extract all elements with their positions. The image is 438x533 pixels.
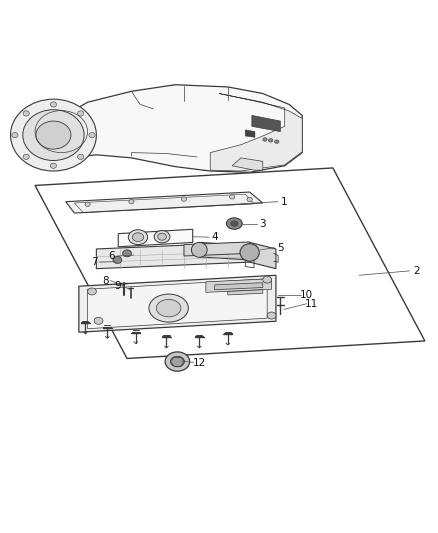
Ellipse shape	[247, 197, 252, 201]
Ellipse shape	[263, 138, 267, 141]
Ellipse shape	[12, 133, 18, 138]
Text: 5: 5	[277, 243, 284, 253]
Ellipse shape	[23, 154, 29, 159]
Text: 4: 4	[211, 232, 218, 242]
Ellipse shape	[23, 110, 84, 160]
Ellipse shape	[226, 218, 242, 229]
Text: 2: 2	[413, 266, 420, 276]
Polygon shape	[199, 243, 250, 260]
Polygon shape	[206, 279, 272, 292]
Ellipse shape	[275, 140, 279, 143]
Polygon shape	[44, 85, 302, 172]
Ellipse shape	[181, 197, 187, 201]
Ellipse shape	[78, 111, 84, 116]
Ellipse shape	[149, 294, 188, 322]
Ellipse shape	[165, 352, 190, 371]
Text: 10: 10	[300, 290, 313, 300]
Text: 9: 9	[114, 281, 121, 291]
Ellipse shape	[156, 300, 181, 317]
Ellipse shape	[170, 356, 184, 367]
Ellipse shape	[267, 312, 276, 319]
Ellipse shape	[11, 99, 96, 171]
Polygon shape	[96, 243, 250, 269]
Ellipse shape	[129, 199, 134, 204]
Ellipse shape	[154, 231, 170, 243]
Ellipse shape	[94, 317, 103, 324]
Ellipse shape	[240, 244, 259, 261]
Polygon shape	[250, 243, 276, 269]
Text: 12: 12	[193, 358, 206, 368]
Polygon shape	[245, 130, 255, 138]
Ellipse shape	[132, 233, 144, 241]
Polygon shape	[79, 275, 276, 332]
Polygon shape	[184, 242, 250, 256]
Ellipse shape	[113, 256, 122, 263]
Ellipse shape	[85, 202, 90, 206]
Ellipse shape	[50, 102, 57, 107]
Ellipse shape	[23, 111, 29, 116]
Text: 7: 7	[91, 257, 98, 267]
Ellipse shape	[263, 276, 272, 283]
Ellipse shape	[123, 250, 131, 257]
Ellipse shape	[128, 230, 148, 245]
Polygon shape	[118, 229, 193, 247]
Polygon shape	[215, 282, 263, 290]
Polygon shape	[252, 115, 280, 132]
Text: 1: 1	[280, 197, 287, 207]
Ellipse shape	[50, 163, 57, 168]
Ellipse shape	[78, 154, 84, 159]
Text: 6: 6	[108, 251, 115, 261]
Polygon shape	[210, 93, 302, 171]
Ellipse shape	[89, 133, 95, 138]
Ellipse shape	[231, 221, 238, 226]
Text: 11: 11	[304, 298, 318, 309]
Polygon shape	[228, 290, 263, 295]
Ellipse shape	[191, 243, 207, 257]
Ellipse shape	[230, 195, 235, 199]
Ellipse shape	[268, 139, 273, 142]
Ellipse shape	[88, 288, 96, 295]
Polygon shape	[88, 279, 267, 329]
Ellipse shape	[158, 233, 166, 240]
Polygon shape	[232, 158, 263, 170]
Text: 3: 3	[259, 220, 266, 229]
Text: 8: 8	[102, 276, 109, 286]
Ellipse shape	[36, 121, 71, 149]
Polygon shape	[66, 192, 263, 213]
